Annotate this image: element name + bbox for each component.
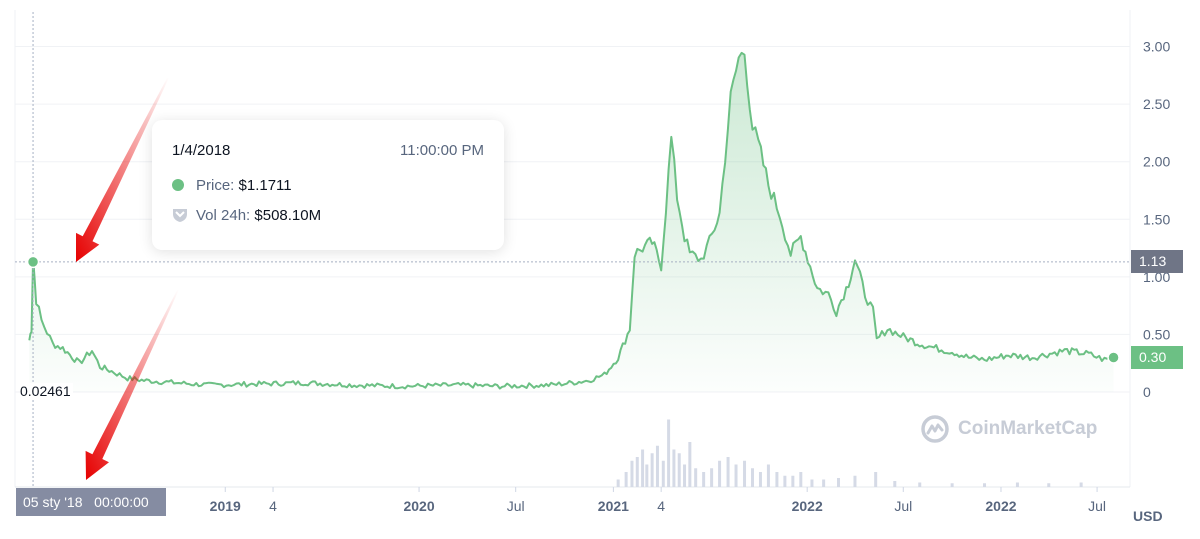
x-axis: 2019 4 2020 Jul 2021 4 2022 Jul 2022 Jul bbox=[210, 487, 1106, 514]
volume-shield-icon bbox=[172, 207, 188, 227]
volume-bar bbox=[837, 478, 841, 487]
price-area-fill bbox=[29, 52, 1114, 393]
watermark-text: CoinMarketCap bbox=[958, 418, 1098, 439]
volume-bar bbox=[775, 472, 779, 487]
volume-bar bbox=[683, 464, 687, 487]
current-point bbox=[1107, 351, 1120, 364]
volume-bar bbox=[791, 475, 795, 487]
volume-bar bbox=[893, 481, 897, 487]
x-tick-label: 2019 bbox=[210, 498, 241, 514]
volume-bar bbox=[677, 453, 681, 487]
volume-bar bbox=[645, 464, 649, 487]
volume-bar bbox=[650, 453, 654, 487]
volume-bar bbox=[734, 464, 738, 487]
current-price-tag: 0.30 bbox=[1131, 345, 1183, 369]
tooltip-date: 1/4/2018 bbox=[172, 142, 231, 159]
volume-bar bbox=[918, 482, 922, 487]
y-tick-label: 2.00 bbox=[1143, 154, 1170, 170]
hover-point bbox=[26, 255, 40, 269]
volume-bar bbox=[950, 483, 954, 487]
volume-bar bbox=[702, 472, 706, 487]
tooltip-volume-value: $508.10M bbox=[254, 207, 322, 224]
currency-label: USD bbox=[1133, 508, 1163, 524]
volume-bar bbox=[672, 449, 676, 487]
tooltip-volume-label: Vol 24h: bbox=[196, 207, 251, 224]
x-tick-label: Jul bbox=[1088, 498, 1106, 514]
low-price-label: 0.02461 bbox=[20, 383, 73, 399]
volume-bar bbox=[750, 468, 754, 487]
y-tick-label: 2.50 bbox=[1143, 96, 1170, 112]
annotations bbox=[15, 12, 1130, 487]
volume-bars bbox=[616, 419, 1083, 487]
y-tick-label: 3.00 bbox=[1143, 39, 1170, 55]
price-dot-icon bbox=[172, 179, 184, 191]
x-tick-label: Jul bbox=[507, 498, 525, 514]
tooltip-price-value: $1.1711 bbox=[238, 177, 292, 194]
volume-bar bbox=[630, 460, 634, 487]
volume-bar bbox=[1079, 482, 1083, 487]
volume-bar bbox=[1047, 483, 1051, 487]
volume-bar bbox=[783, 475, 787, 487]
tooltip-price-row: Price: $1.1711 bbox=[172, 177, 292, 194]
x-tick-label: 4 bbox=[269, 498, 277, 514]
volume-bar bbox=[726, 457, 730, 487]
x-tick-label: Jul bbox=[894, 498, 912, 514]
x-tick-label: 2022 bbox=[792, 498, 823, 514]
volume-bar bbox=[822, 479, 826, 487]
y-tick-label: 0 bbox=[1143, 384, 1151, 400]
x-tick-label: 2020 bbox=[403, 498, 434, 514]
volume-bar bbox=[743, 460, 747, 487]
volume-bar bbox=[667, 419, 671, 487]
volume-bar bbox=[1015, 482, 1019, 487]
volume-bar bbox=[641, 449, 645, 487]
volume-bar bbox=[688, 442, 692, 487]
volume-bar bbox=[983, 483, 987, 487]
price-tooltip: 1/4/2018 11:00:00 PM Price: $1.1711 Vol … bbox=[152, 120, 504, 250]
price-line bbox=[28, 51, 1115, 390]
volume-bar bbox=[624, 472, 628, 487]
volume-bar bbox=[758, 472, 762, 487]
x-tick-label: 2022 bbox=[985, 498, 1016, 514]
tooltip-time: 11:00:00 PM bbox=[400, 142, 484, 159]
y-axis: 3.002.502.001.501.000.500 bbox=[1143, 39, 1170, 400]
x-tick-label: 2021 bbox=[598, 498, 629, 514]
hover-date-label: 05 sty '18 00:00:00 bbox=[16, 488, 166, 516]
volume-bar bbox=[718, 460, 722, 487]
volume-bar bbox=[635, 457, 639, 487]
volume-bar bbox=[616, 479, 620, 487]
volume-bar bbox=[710, 468, 714, 487]
volume-bar bbox=[655, 445, 659, 487]
volume-bar bbox=[766, 464, 770, 487]
red-arrow-to-date bbox=[85, 289, 179, 480]
volume-bar bbox=[874, 472, 878, 487]
volume-bar bbox=[661, 460, 665, 487]
volume-bar bbox=[853, 475, 857, 487]
coinmarketcap-logo-icon bbox=[921, 415, 949, 443]
tooltip-price-label: Price: bbox=[196, 177, 235, 194]
x-tick-label: 4 bbox=[657, 498, 665, 514]
red-arrow-to-peak bbox=[76, 77, 169, 262]
y-tick-label: 1.50 bbox=[1143, 211, 1170, 227]
volume-bar bbox=[810, 479, 814, 487]
hover-price-tag: 1.13 bbox=[1131, 250, 1183, 274]
y-tick-label: 0.50 bbox=[1143, 326, 1170, 342]
volume-bar bbox=[799, 472, 803, 487]
tooltip-volume-row: Vol 24h: $508.10M bbox=[172, 207, 321, 227]
price-series bbox=[28, 51, 1115, 393]
volume-bar bbox=[694, 468, 698, 487]
coinmarketcap-watermark: CoinMarketCap bbox=[920, 414, 1097, 444]
